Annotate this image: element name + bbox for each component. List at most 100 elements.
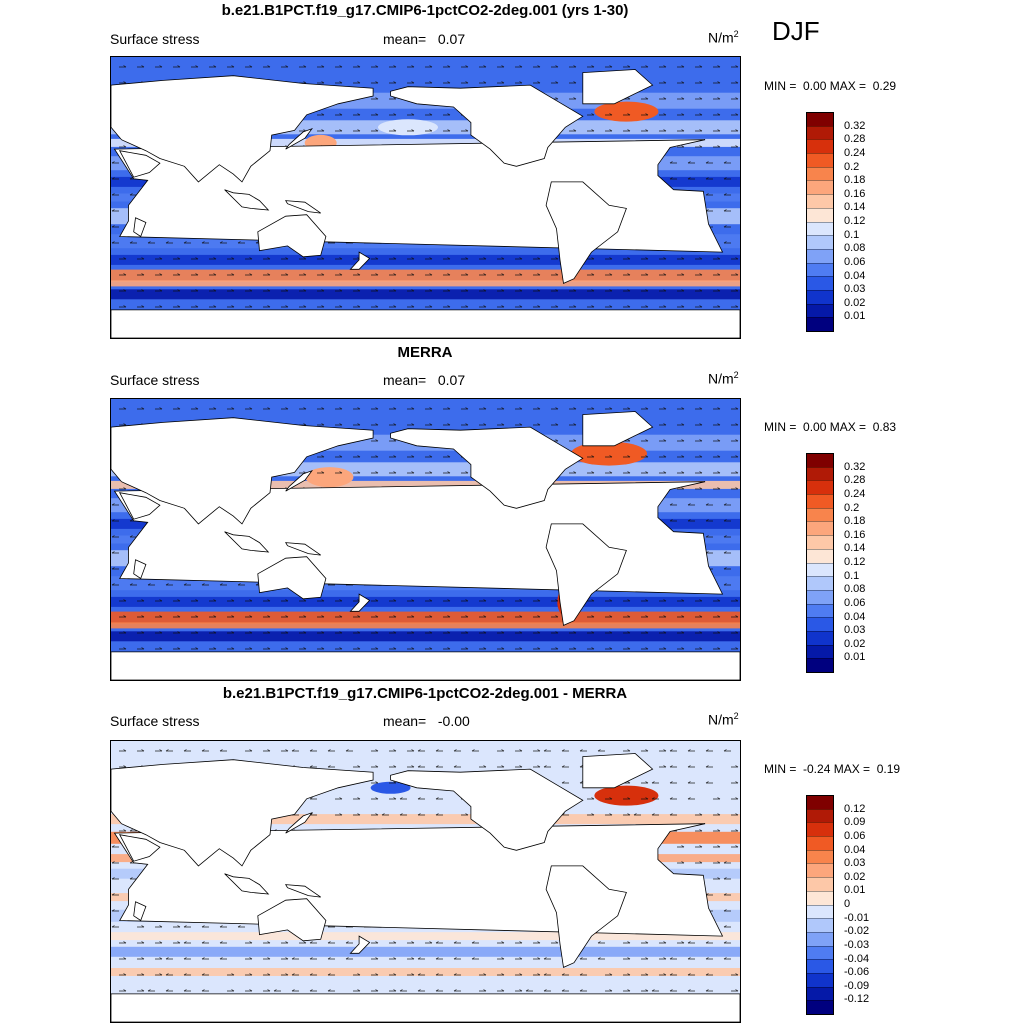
vector-arrow-head: [249, 257, 253, 260]
vector-arrow-head: [723, 177, 727, 180]
colorbar-tick-label: 0.08: [844, 583, 866, 596]
vector-arrow-head: [663, 765, 667, 768]
vector-arrow-head: [375, 305, 379, 308]
vector-arrow-head: [411, 305, 415, 308]
land-outline: [133, 901, 147, 922]
vector-arrow-head: [435, 749, 439, 752]
colorbar-swatch: [807, 248, 833, 263]
vector-arrow-head: [669, 989, 673, 992]
land-outline: [224, 531, 270, 553]
vector-arrow-head: [303, 305, 307, 308]
vector-arrow-head: [123, 423, 127, 426]
vector-arrow-head: [291, 957, 295, 960]
vector-arrow-head: [465, 81, 469, 84]
vector-arrow-head: [123, 289, 127, 292]
colorbar-swatch: [807, 959, 833, 973]
vector-arrow-head: [537, 407, 541, 410]
vector-arrow-head: [483, 305, 487, 308]
vector-arrow-head: [537, 81, 541, 84]
vector-arrow-head: [183, 973, 187, 976]
vector-arrow-head: [393, 129, 397, 132]
vector-arrow-head: [375, 471, 379, 474]
vector-arrow-head: [393, 289, 397, 292]
vector-arrow-head: [267, 599, 271, 602]
vector-arrow-head: [213, 631, 217, 634]
vector-arrow-head: [687, 941, 691, 944]
vector-arrow-head: [537, 289, 541, 292]
vector-arrow-head: [501, 81, 505, 84]
vector-arrow-head: [735, 305, 739, 308]
vector-arrow-head: [339, 129, 343, 132]
colorbar-swatch: [807, 904, 833, 919]
vector-arrow-head: [573, 97, 577, 100]
vector-arrow-head: [309, 765, 313, 768]
vector-arrow-head: [417, 957, 421, 960]
vector-arrow-head: [597, 941, 601, 944]
vector-arrow-head: [285, 407, 289, 410]
vector-arrow-head: [393, 423, 397, 426]
vector-arrow-head: [447, 615, 451, 618]
vector-arrow-head: [669, 749, 673, 752]
vector-arrow-head: [375, 455, 379, 458]
vector-arrow-head: [141, 957, 145, 960]
vector-arrow-head: [717, 647, 721, 650]
vector-arrow-head: [723, 161, 727, 164]
vector-arrow-head: [357, 289, 361, 292]
colorbar-swatch: [807, 890, 833, 905]
vector-arrow-head: [735, 813, 739, 816]
vector-arrow-head: [699, 631, 703, 634]
vector-arrow-head: [735, 765, 739, 768]
vector-arrow-head: [303, 647, 307, 650]
vector-arrow-head: [375, 973, 379, 976]
vector-arrow-head: [339, 423, 343, 426]
vector-arrow-head: [339, 797, 343, 800]
stress-band: [111, 946, 740, 957]
vector-arrow-head: [723, 957, 727, 960]
land-outline: [257, 556, 327, 600]
mean-label: mean= 0.07: [383, 31, 466, 47]
vector-arrow-head: [375, 797, 379, 800]
vector-arrow-head: [303, 257, 307, 260]
colorbar-tick-label: 0.12: [844, 215, 866, 227]
vector-arrow-head: [663, 471, 667, 474]
vector-arrow-head: [573, 305, 577, 308]
vector-arrow-head: [213, 647, 217, 650]
vector-arrow-head: [699, 273, 703, 276]
vector-arrow-head: [717, 487, 721, 490]
vector-arrow-head: [447, 257, 451, 260]
vector-arrow-head: [723, 551, 727, 554]
colorbar-swatch: [807, 630, 833, 645]
vector-arrow-head: [357, 113, 361, 116]
vector-arrow-head: [663, 423, 667, 426]
land-outline: [390, 84, 584, 167]
vector-arrow-head: [663, 65, 667, 68]
units-label: N/m2: [708, 711, 739, 728]
vector-arrow-head: [501, 749, 505, 752]
mean-value: 0.07: [437, 372, 466, 388]
vector-arrow-head: [321, 113, 325, 116]
vector-arrow-head: [579, 765, 583, 768]
vector-arrow-head: [627, 749, 631, 752]
continents: [111, 753, 740, 1022]
vector-arrow-head: [555, 273, 559, 276]
vector-arrow-head: [339, 407, 343, 410]
vector-arrow-head: [309, 749, 313, 752]
vector-arrow-head: [699, 257, 703, 260]
vector-arrow-head: [327, 973, 331, 976]
vector-arrow-head: [447, 65, 451, 68]
colorbar-tick-label: 0.01: [844, 884, 866, 897]
stress-band: [111, 269, 740, 282]
vector-arrow-head: [375, 749, 379, 752]
vector-arrow-head: [375, 813, 379, 816]
vector-arrow-head: [417, 813, 421, 816]
vector-arrow-head: [519, 289, 523, 292]
vector-arrow-head: [687, 503, 691, 506]
vector-arrow-head: [735, 97, 739, 100]
vector-arrow-head: [687, 765, 691, 768]
vector-arrow-head: [267, 257, 271, 260]
vector-arrow-head: [663, 749, 667, 752]
vector-arrow-head: [501, 273, 505, 276]
vector-arrow-head: [339, 455, 343, 458]
vector-arrow-head: [609, 989, 613, 992]
colorbar-tick-label: 0.2: [844, 501, 860, 514]
